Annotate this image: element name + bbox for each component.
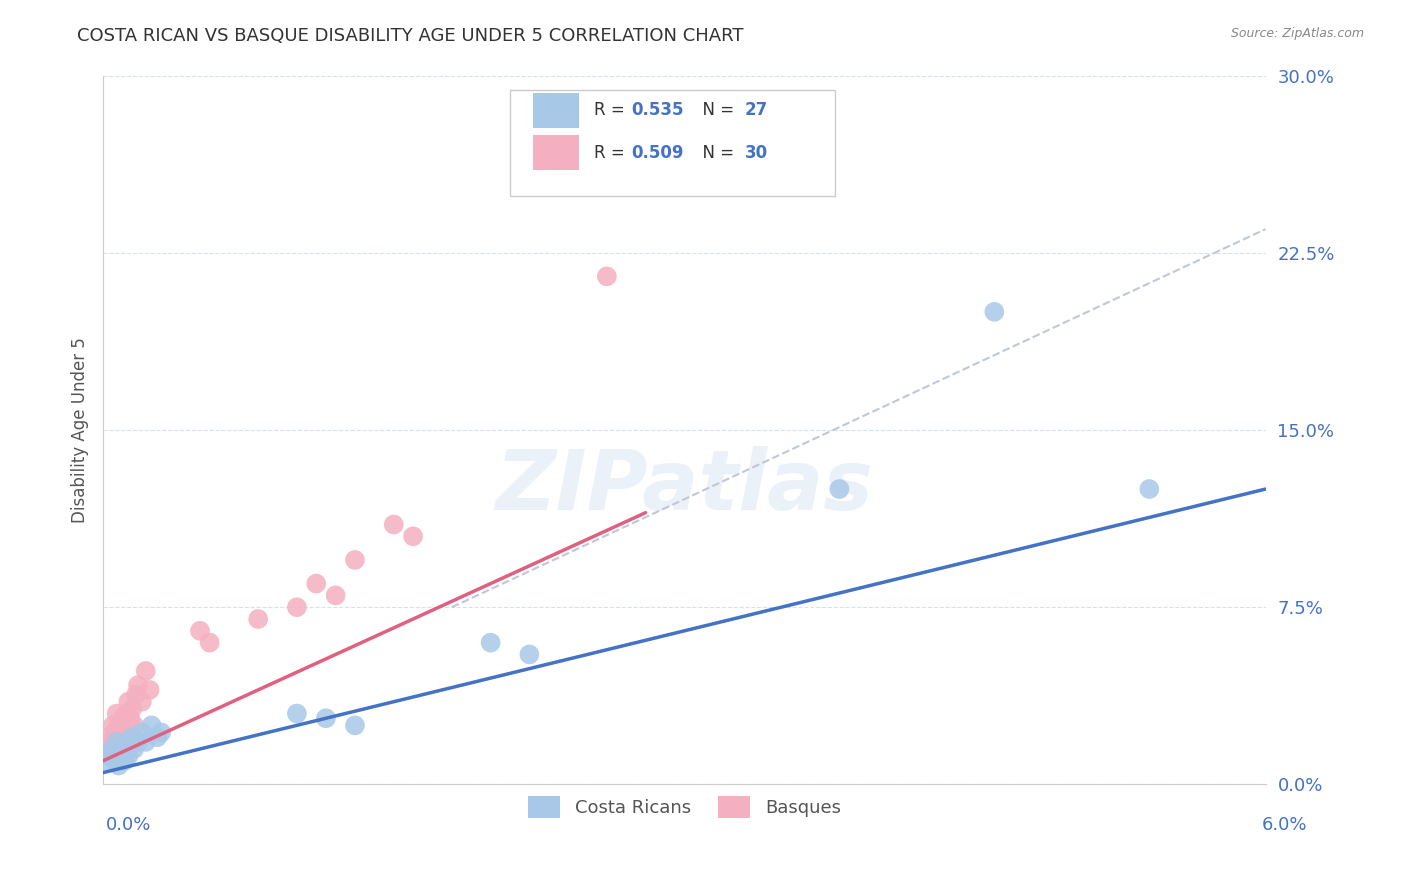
Point <box>105 706 128 721</box>
Point <box>127 678 149 692</box>
Point <box>150 725 173 739</box>
Point <box>479 635 502 649</box>
Point <box>305 576 328 591</box>
Point <box>285 706 308 721</box>
Point <box>114 725 136 739</box>
Point <box>146 730 169 744</box>
Point <box>121 730 143 744</box>
Point <box>97 730 120 744</box>
Point <box>101 742 124 756</box>
Point <box>983 305 1005 319</box>
Point <box>97 749 120 764</box>
Point <box>104 754 127 768</box>
Point <box>105 735 128 749</box>
Point <box>115 706 138 721</box>
Text: 0.535: 0.535 <box>631 102 683 120</box>
Point <box>122 742 145 756</box>
Legend: Costa Ricans, Basques: Costa Ricans, Basques <box>520 789 848 825</box>
Text: R =: R = <box>593 144 630 161</box>
Point <box>596 269 619 284</box>
Point <box>96 742 118 756</box>
Point <box>315 711 337 725</box>
Point <box>115 735 138 749</box>
Point <box>101 718 124 732</box>
Point <box>107 758 129 772</box>
Point <box>285 600 308 615</box>
Point <box>135 735 157 749</box>
Point <box>117 695 139 709</box>
Point <box>1137 482 1160 496</box>
Point <box>141 718 163 732</box>
Point <box>110 749 132 764</box>
Point <box>138 682 160 697</box>
Point <box>343 553 366 567</box>
Point <box>402 529 425 543</box>
Point <box>325 588 347 602</box>
Text: 0.0%: 0.0% <box>105 816 150 834</box>
Point <box>110 735 132 749</box>
Text: Source: ZipAtlas.com: Source: ZipAtlas.com <box>1230 27 1364 40</box>
Point <box>122 718 145 732</box>
Point <box>96 754 118 768</box>
Point <box>111 742 134 756</box>
Point <box>120 711 142 725</box>
Point <box>131 725 153 739</box>
Text: R =: R = <box>593 102 630 120</box>
FancyBboxPatch shape <box>533 93 579 128</box>
Point <box>519 648 541 662</box>
Point <box>100 735 122 749</box>
Point <box>828 482 851 496</box>
Text: 30: 30 <box>745 144 768 161</box>
FancyBboxPatch shape <box>533 136 579 170</box>
Point <box>135 664 157 678</box>
Point <box>247 612 270 626</box>
Text: 6.0%: 6.0% <box>1263 816 1308 834</box>
Text: N =: N = <box>693 102 740 120</box>
Text: COSTA RICAN VS BASQUE DISABILITY AGE UNDER 5 CORRELATION CHART: COSTA RICAN VS BASQUE DISABILITY AGE UND… <box>77 27 744 45</box>
Point <box>198 635 221 649</box>
Point <box>131 695 153 709</box>
Point <box>382 517 405 532</box>
Point <box>117 749 139 764</box>
Point <box>127 735 149 749</box>
Text: 0.509: 0.509 <box>631 144 683 161</box>
Point <box>121 702 143 716</box>
Point <box>111 711 134 725</box>
Point <box>188 624 211 638</box>
Text: ZIPatlas: ZIPatlas <box>495 446 873 527</box>
Y-axis label: Disability Age Under 5: Disability Age Under 5 <box>72 337 89 523</box>
Point <box>104 725 127 739</box>
Point <box>114 754 136 768</box>
Text: 27: 27 <box>745 102 768 120</box>
Text: N =: N = <box>693 144 740 161</box>
FancyBboxPatch shape <box>510 90 835 196</box>
Point <box>343 718 366 732</box>
Point <box>107 718 129 732</box>
Point <box>125 688 148 702</box>
